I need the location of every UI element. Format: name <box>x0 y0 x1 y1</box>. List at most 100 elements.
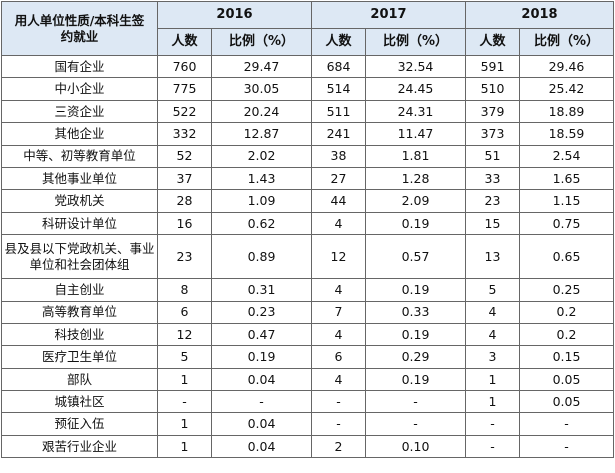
row-category: 科研设计单位 <box>1 211 158 236</box>
ratio-cell: 18.59 <box>519 122 614 146</box>
ratio-cell: 1.81 <box>365 144 466 168</box>
count-cell: 241 <box>311 122 366 146</box>
ratio-cell: 0.15 <box>519 345 614 369</box>
ratio-cell: 0.31 <box>211 278 312 302</box>
count-cell: 23 <box>465 189 520 213</box>
count-cell: 684 <box>311 54 366 79</box>
count-cell: 5 <box>465 278 520 302</box>
count-header: 人数 <box>465 28 520 56</box>
row-category: 县及县以下党政机关、事业单位和社会团体组 <box>1 234 158 280</box>
table-row: 艰苦行业企业 1 0.04 2 0.10- - <box>1 434 614 459</box>
count-cell: - <box>465 412 520 436</box>
ratio-cell: 18.89 <box>519 99 614 124</box>
row-category: 部队 <box>1 367 158 392</box>
count-cell: 6 <box>157 300 212 324</box>
row-category: 中小企业 <box>1 77 158 101</box>
year-header-2018: 2018 <box>465 1 614 29</box>
ratio-cell: 12.87 <box>211 122 312 146</box>
row-category: 预征入伍 <box>1 412 158 436</box>
count-cell: 33 <box>465 166 520 191</box>
ratio-cell: 2.09 <box>365 189 466 213</box>
count-cell: 591 <box>465 54 520 79</box>
count-cell: 44 <box>311 189 366 213</box>
count-cell: 4 <box>311 322 366 347</box>
count-cell: 27 <box>311 166 366 191</box>
ratio-cell: - <box>519 434 614 459</box>
count-cell: 12 <box>157 322 212 347</box>
row-category: 城镇社区 <box>1 390 158 414</box>
year-header-row: 用人单位性质/本科生签 约就业 2016 2017 2018 <box>1 1 614 56</box>
row-category: 高等教育单位 <box>1 300 158 324</box>
ratio-cell: 29.46 <box>519 54 614 79</box>
ratio-header: 比例（%） <box>211 28 312 56</box>
count-cell: 1 <box>465 390 520 414</box>
count-cell: 1 <box>157 434 212 459</box>
row-category: 三资企业 <box>1 99 158 124</box>
ratio-cell: 29.47 <box>211 54 312 79</box>
ratio-cell: 0.19 <box>365 367 466 392</box>
corner-header: 用人单位性质/本科生签 约就业 <box>1 1 158 56</box>
table-row: 县及县以下党政机关、事业单位和社会团体组 23 0.89 12 0.57 13 0.65 <box>1 234 614 280</box>
row-category: 自主创业 <box>1 278 158 302</box>
ratio-cell: 0.19 <box>365 211 466 236</box>
table-row: 自主创业 8 0.31 4 0.19 5 0.25 <box>1 278 614 302</box>
table-row: 科研设计单位 16 0.62 4 0.19 15 0.75 <box>1 211 614 236</box>
ratio-cell: 1.09 <box>211 189 312 213</box>
count-cell: 2 <box>311 434 366 459</box>
ratio-cell: 0.05 <box>519 390 614 414</box>
count-cell: 38 <box>311 144 366 168</box>
count-cell: 1 <box>465 367 520 392</box>
count-cell: 760 <box>157 54 212 79</box>
count-cell: - <box>311 390 366 414</box>
sub-header-row: 人数 比例（%） 人数 比例（%） 人数 比例（%） <box>2 28 614 56</box>
ratio-header: 比例（%） <box>365 28 466 56</box>
row-category: 中等、初等教育单位 <box>1 144 158 168</box>
table-row: 三资企业 522 20.24 511 24.31 379 18.89 <box>1 99 614 124</box>
table-row: 高等教育单位 6 0.23 7 0.33 4 0.2 <box>1 300 614 324</box>
count-cell: 37 <box>157 166 212 191</box>
ratio-cell: 1.43 <box>211 166 312 191</box>
count-cell: 379 <box>465 99 520 124</box>
count-cell: 16 <box>157 211 212 236</box>
count-cell: 7 <box>311 300 366 324</box>
ratio-cell: 0.10 <box>365 434 466 459</box>
ratio-cell: 0.04 <box>211 434 312 459</box>
count-cell: 28 <box>157 189 212 213</box>
ratio-cell: - <box>365 390 466 414</box>
count-cell: 332 <box>157 122 212 146</box>
year-header-2016: 2016 <box>157 1 312 29</box>
ratio-cell: 25.42 <box>519 77 614 101</box>
table-row: 科技创业 12 0.47 4 0.19 4 0.2 <box>1 322 614 347</box>
table-row: 城镇社区 - - - -1 0.05 <box>1 390 614 414</box>
ratio-cell: 2.54 <box>519 144 614 168</box>
ratio-cell: 1.65 <box>519 166 614 191</box>
count-cell: 373 <box>465 122 520 146</box>
count-cell: 5 <box>157 345 212 369</box>
count-cell: - <box>157 390 212 414</box>
count-cell: 12 <box>311 234 366 280</box>
ratio-cell: - <box>519 412 614 436</box>
table-row: 医疗卫生单位 5 0.19 6 0.29 3 0.15 <box>1 345 614 369</box>
year-header-2017: 2017 <box>311 1 466 29</box>
count-cell: 1 <box>157 412 212 436</box>
ratio-cell: 0.05 <box>519 367 614 392</box>
count-cell: 4 <box>311 278 366 302</box>
count-cell: - <box>465 434 520 459</box>
count-cell: 4 <box>311 211 366 236</box>
count-cell: 6 <box>311 345 366 369</box>
count-cell: 4 <box>465 322 520 347</box>
ratio-cell: 1.28 <box>365 166 466 191</box>
count-header: 人数 <box>157 28 212 56</box>
count-cell: 511 <box>311 99 366 124</box>
ratio-cell: 0.57 <box>365 234 466 280</box>
ratio-cell: - <box>211 390 312 414</box>
ratio-cell: 0.62 <box>211 211 312 236</box>
count-cell: 4 <box>311 367 366 392</box>
table-row: 其他企业 332 12.87 241 11.47 373 18.59 <box>1 122 614 146</box>
ratio-cell: 0.19 <box>211 345 312 369</box>
count-cell: 522 <box>157 99 212 124</box>
ratio-cell: 20.24 <box>211 99 312 124</box>
count-cell: 15 <box>465 211 520 236</box>
ratio-cell: 0.33 <box>365 300 466 324</box>
table-row: 预征入伍 1 0.04- - - - <box>1 412 614 436</box>
